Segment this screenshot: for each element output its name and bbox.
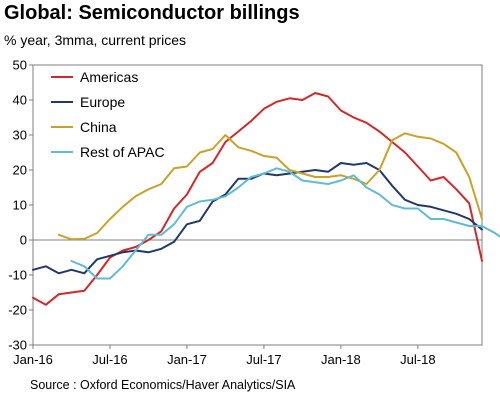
series-line-europe xyxy=(32,162,483,275)
chart-title: Global: Semiconductor billings xyxy=(4,2,300,24)
series-line-rest-of-apac xyxy=(70,167,500,280)
y-tick-label: -10 xyxy=(8,268,27,283)
legend-label-europe: Europe xyxy=(80,94,125,110)
legend-label-rest-of-apac: Rest of APAC xyxy=(80,144,165,160)
y-tick-label: 50 xyxy=(13,58,27,73)
series-line-china xyxy=(57,132,483,241)
x-tick-label: Jul-16 xyxy=(92,352,127,367)
chart-subtitle: % year, 3mma, current prices xyxy=(4,32,187,48)
legend-label-americas: Americas xyxy=(80,69,138,85)
legend: Americas Europe China Rest of APAC xyxy=(51,69,165,160)
y-tick-label: -20 xyxy=(8,303,27,318)
series-line-americas xyxy=(32,92,483,306)
x-tick-label: Jul-17 xyxy=(246,352,281,367)
y-tick-label: 20 xyxy=(13,163,27,178)
y-tick-label: 40 xyxy=(13,93,27,108)
y-tick-label: -30 xyxy=(8,338,27,353)
legend-label-china: China xyxy=(80,119,117,135)
x-tick-label: Jan-16 xyxy=(13,352,53,367)
source-note: Source : Oxford Economics/Haver Analytic… xyxy=(30,378,296,392)
series-lines xyxy=(32,92,500,306)
x-tick-label: Jan-18 xyxy=(321,352,361,367)
x-tick-label: Jan-17 xyxy=(167,352,207,367)
y-tick-label: 30 xyxy=(13,128,27,143)
x-tick-label: Jul-18 xyxy=(400,352,435,367)
axes: -30 -20 -10 0 10 20 30 40 50 Jan-16 Jul-16 Jan-17 Ju… xyxy=(8,58,483,367)
y-tick-label: 0 xyxy=(20,233,27,248)
y-tick-label: 10 xyxy=(13,198,27,213)
